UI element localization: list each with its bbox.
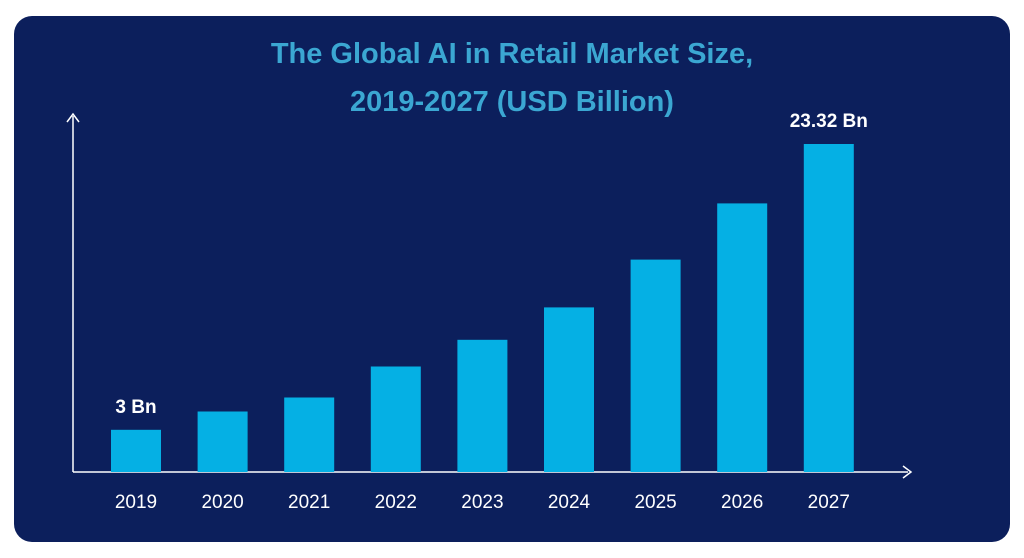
chart-title-line-1: The Global AI in Retail Market Size, bbox=[270, 38, 754, 70]
bar-2022 bbox=[370, 366, 421, 472]
bar-2025 bbox=[630, 259, 681, 472]
bar-2026 bbox=[717, 203, 768, 472]
x-tick-label-2024: 2024 bbox=[548, 492, 591, 513]
bar-2023 bbox=[457, 339, 508, 472]
bar-2024 bbox=[544, 307, 594, 472]
data-label-2027: 23.32 Bn bbox=[790, 111, 868, 132]
bar-2021 bbox=[284, 397, 335, 472]
y-axis-arrow bbox=[66, 112, 80, 123]
x-tick-label-2019: 2019 bbox=[115, 492, 157, 513]
x-tick-label-2025: 2025 bbox=[634, 492, 676, 513]
x-tick-label-2023: 2023 bbox=[461, 492, 503, 513]
x-tick-label-2022: 2022 bbox=[375, 492, 417, 513]
x-tick-label-2027: 2027 bbox=[808, 492, 850, 513]
x-tick-labels: 2019 2020 2021 2022 2023 2024 2025 2026 2027 bbox=[115, 492, 850, 513]
x-tick-label-2026: 2026 bbox=[721, 492, 763, 513]
bar-2027 bbox=[803, 144, 854, 472]
data-label-2019: 3 Bn bbox=[115, 397, 156, 418]
chart-title-line-2: 2019-2027 (USD Billion) bbox=[350, 86, 674, 118]
x-tick-label-2020: 2020 bbox=[201, 492, 243, 513]
x-tick-label-2021: 2021 bbox=[288, 492, 330, 513]
chart-title: The Global AI in Retail Market Size, 201… bbox=[0, 30, 1024, 126]
data-labels: 3 Bn 23.32 Bn bbox=[115, 111, 867, 418]
y-axis bbox=[66, 112, 80, 472]
bar-2019 bbox=[111, 429, 161, 472]
bar-2020 bbox=[197, 411, 248, 472]
bars bbox=[111, 144, 854, 472]
x-axis-arrow bbox=[902, 465, 913, 479]
